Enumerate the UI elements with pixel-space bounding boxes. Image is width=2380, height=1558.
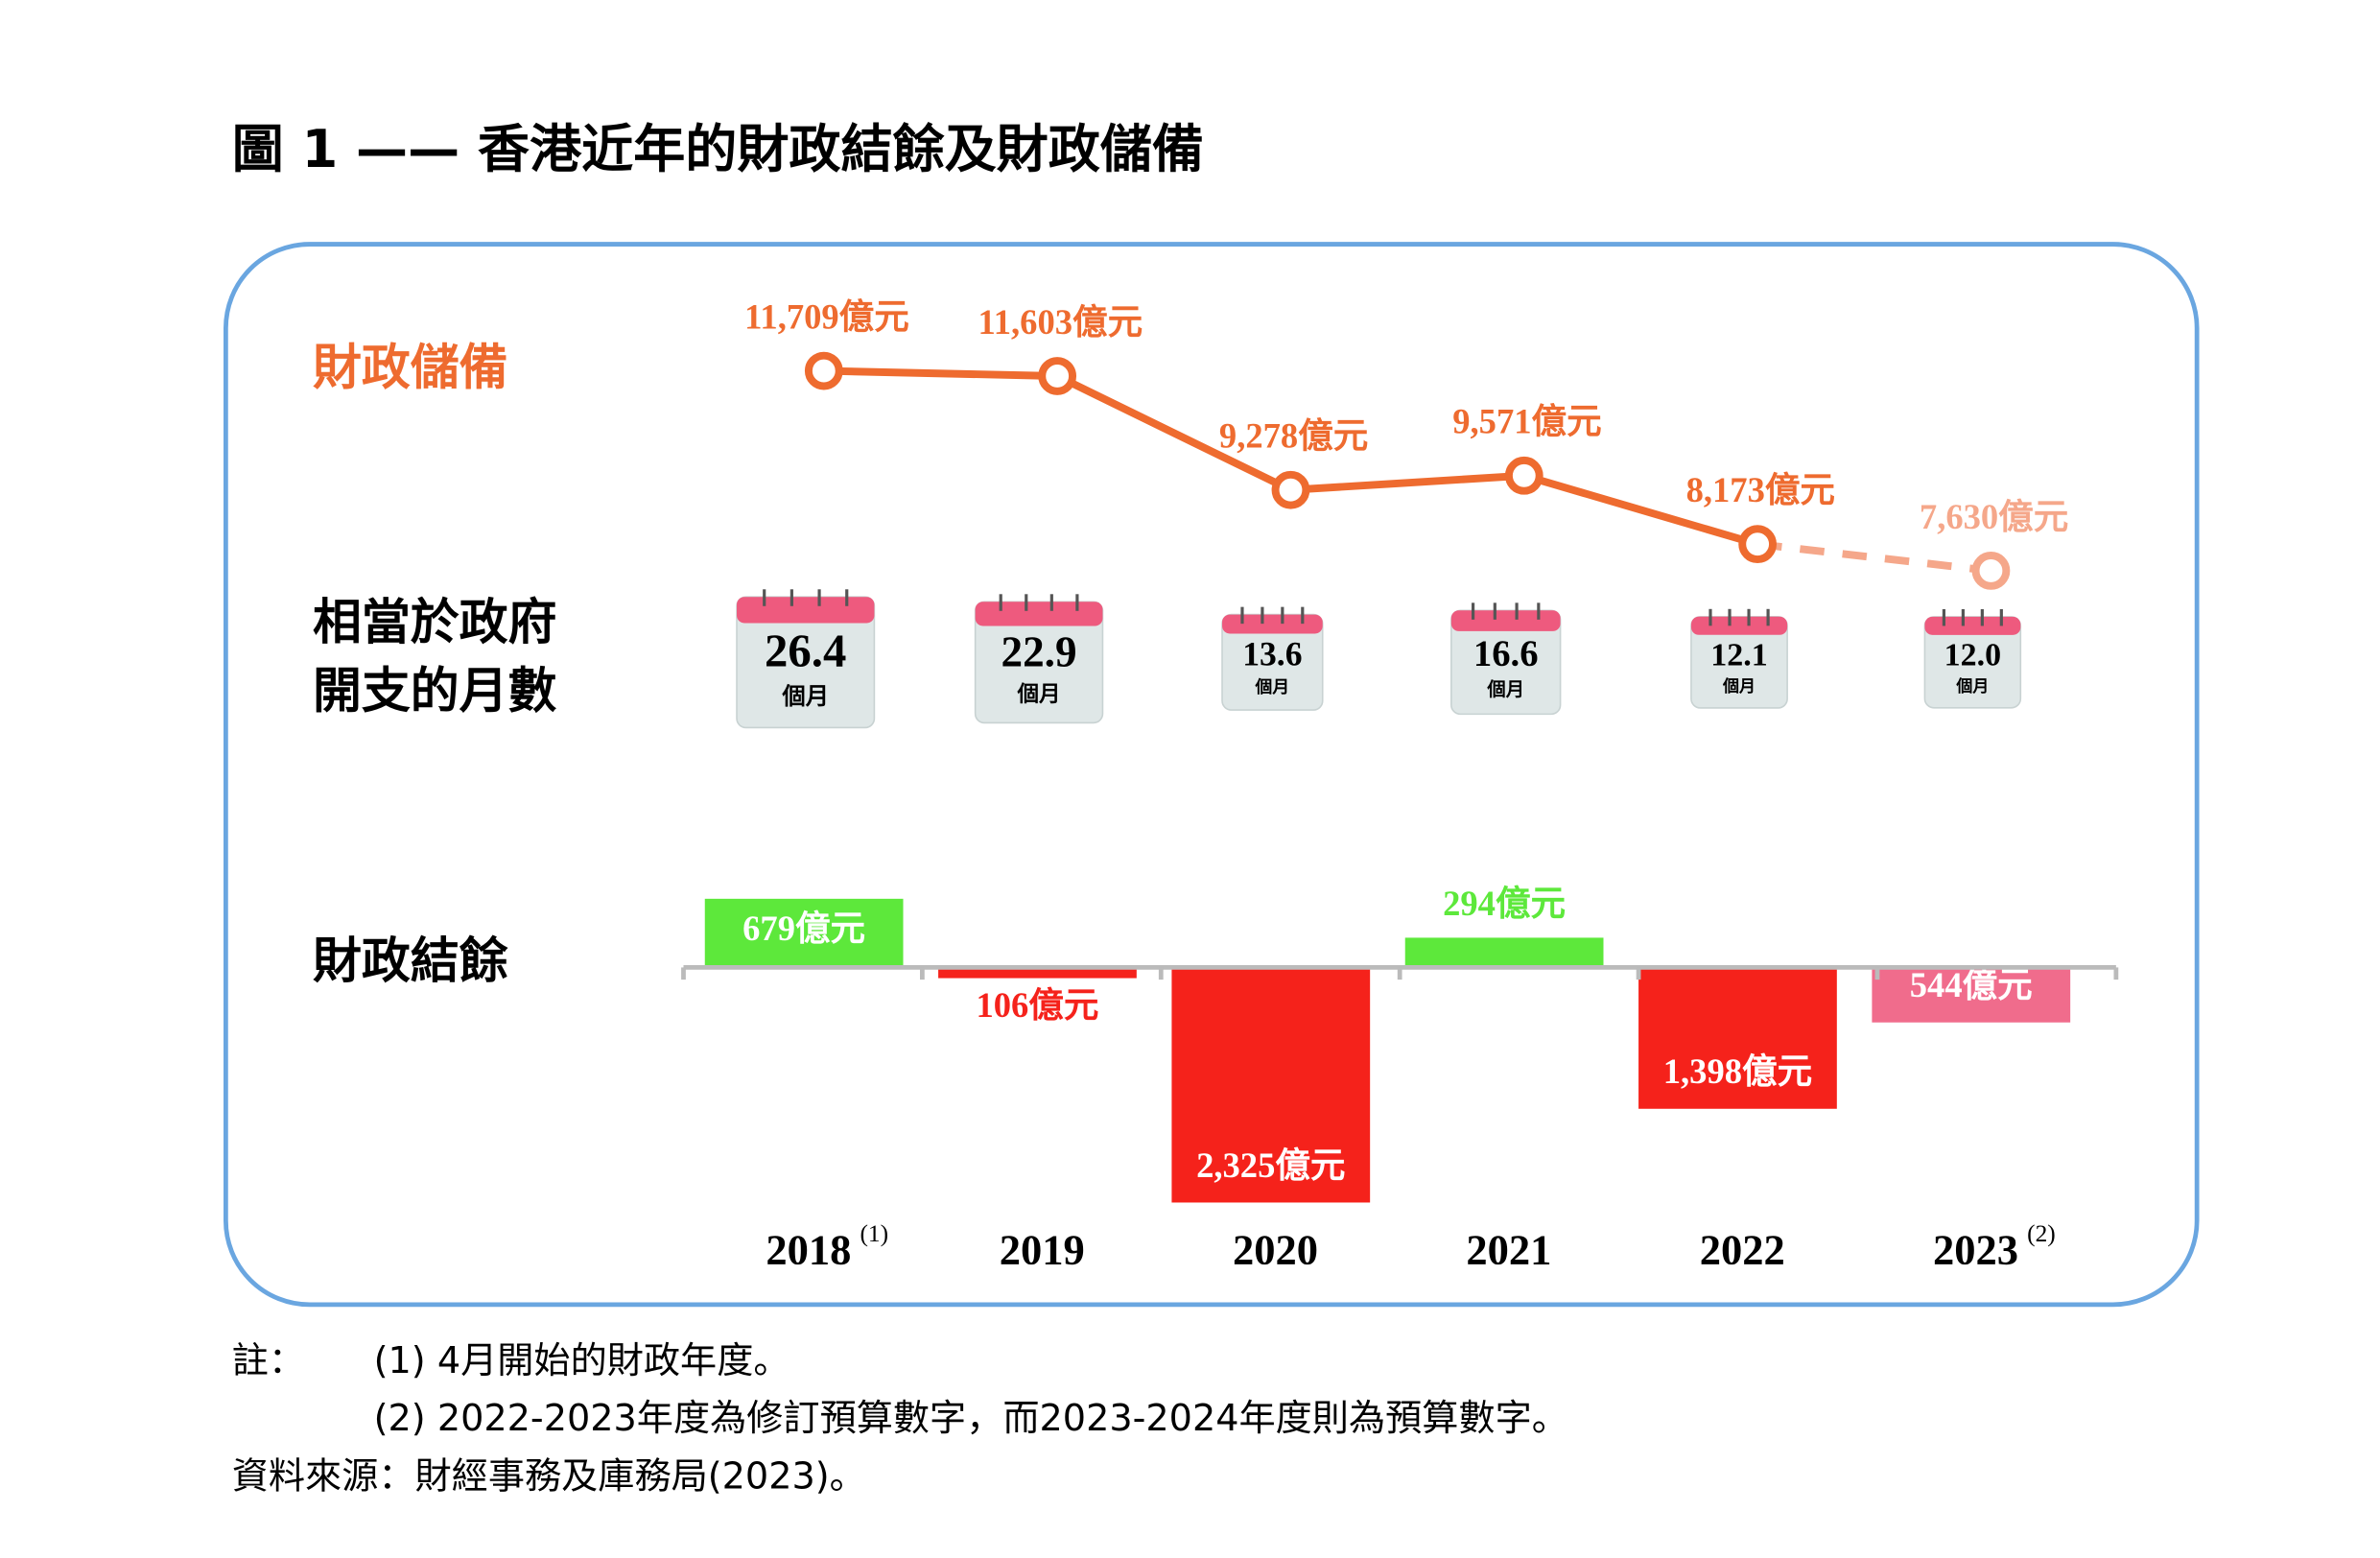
- point: [1271, 470, 1310, 509]
- x-tick-label: 2020: [1233, 1226, 1318, 1274]
- bar: [1171, 967, 1371, 1203]
- calendar-unit: 個月: [1016, 682, 1060, 707]
- calendar: 26.4 個月: [736, 589, 876, 729]
- calendar-top: [975, 602, 1103, 626]
- bar: [938, 967, 1137, 979]
- title: 圖 1 —— 香港近年的財政結餘及財政儲備: [232, 119, 1204, 179]
- notes-label: 註：: [232, 1339, 305, 1381]
- bar-label: 財政結餘: [313, 933, 508, 990]
- calendar-unit: 個月: [1955, 676, 1989, 696]
- calendar-top: [737, 597, 875, 624]
- calendar: 13.6 個月: [1221, 606, 1324, 711]
- bar: [1404, 937, 1604, 968]
- calendar-label: 開支的月數: [313, 664, 556, 720]
- value-label: 11,603億元: [978, 302, 1143, 342]
- line-label: 財政儲備: [313, 341, 507, 397]
- line: [1756, 540, 1991, 575]
- calendar-label: 相當於政府: [313, 595, 556, 651]
- calendar-value: 12.0: [1944, 637, 2001, 673]
- calendar-unit: 個月: [781, 682, 829, 710]
- value-label: 11,709億元: [744, 296, 909, 336]
- value-label: 1,398億元: [1663, 1051, 1812, 1091]
- calendar-top: [1690, 616, 1788, 635]
- value-label: 106億元: [976, 985, 1098, 1025]
- calendar-unit: 個月: [1486, 678, 1524, 700]
- line: [823, 366, 1759, 548]
- value-label: 2,325億元: [1196, 1145, 1345, 1185]
- value-label: 9,571億元: [1452, 402, 1601, 441]
- value-label: 679億元: [742, 909, 865, 948]
- calendar: 16.6 個月: [1450, 602, 1562, 716]
- calendar-value: 26.4: [765, 626, 846, 677]
- category-note: (1): [860, 1219, 888, 1247]
- calendar-body: [974, 601, 1104, 724]
- calendar-unit: 個月: [1255, 677, 1290, 697]
- calendar: 12.1 個月: [1690, 608, 1788, 709]
- category-note: (2): [2027, 1219, 2056, 1247]
- point: [1971, 552, 2011, 590]
- calendar-value: 13.6: [1242, 635, 1302, 673]
- bar: [704, 898, 904, 968]
- bar: [1872, 967, 2071, 1023]
- calendar: 12.0 個月: [1923, 608, 2022, 709]
- x-tick-label: 2018: [766, 1226, 851, 1274]
- x-tick-label: 2022: [1700, 1226, 1785, 1274]
- note: (2) 2022-2023年度為修訂預算數字，而2023-2024年度則為預算數…: [374, 1397, 1568, 1439]
- value-label: 8,173億元: [1686, 470, 1835, 509]
- point: [1738, 525, 1778, 564]
- calendar-value: 16.6: [1473, 634, 1539, 674]
- calendar-top: [1222, 614, 1323, 634]
- point: [1038, 357, 1077, 395]
- calendar-unit: 個月: [1722, 676, 1756, 696]
- point: [804, 351, 843, 390]
- x-tick-label: 2021: [1466, 1226, 1551, 1274]
- value-label: 9,278億元: [1219, 416, 1368, 456]
- value-label: 294億元: [1443, 884, 1566, 923]
- note: (1) 4月開始的財政年度。: [374, 1339, 790, 1381]
- value-label: 7,630億元: [1920, 497, 2068, 536]
- calendar-top: [1924, 616, 2021, 635]
- calendar: 22.9 個月: [974, 594, 1104, 724]
- calendar-value: 12.1: [1710, 637, 1768, 673]
- calendar-value: 22.9: [1001, 627, 1077, 675]
- value-label: 544億元: [1910, 965, 2033, 1004]
- x-tick-label: 2023: [1933, 1226, 2018, 1274]
- frame: [223, 242, 2200, 1308]
- point: [1504, 456, 1543, 495]
- calendar-top: [1450, 610, 1561, 631]
- source: 資料來源：財經事務及庫務局(2023)。: [232, 1455, 866, 1498]
- x-tick-label: 2019: [1000, 1226, 1085, 1274]
- bar: [1638, 967, 1837, 1109]
